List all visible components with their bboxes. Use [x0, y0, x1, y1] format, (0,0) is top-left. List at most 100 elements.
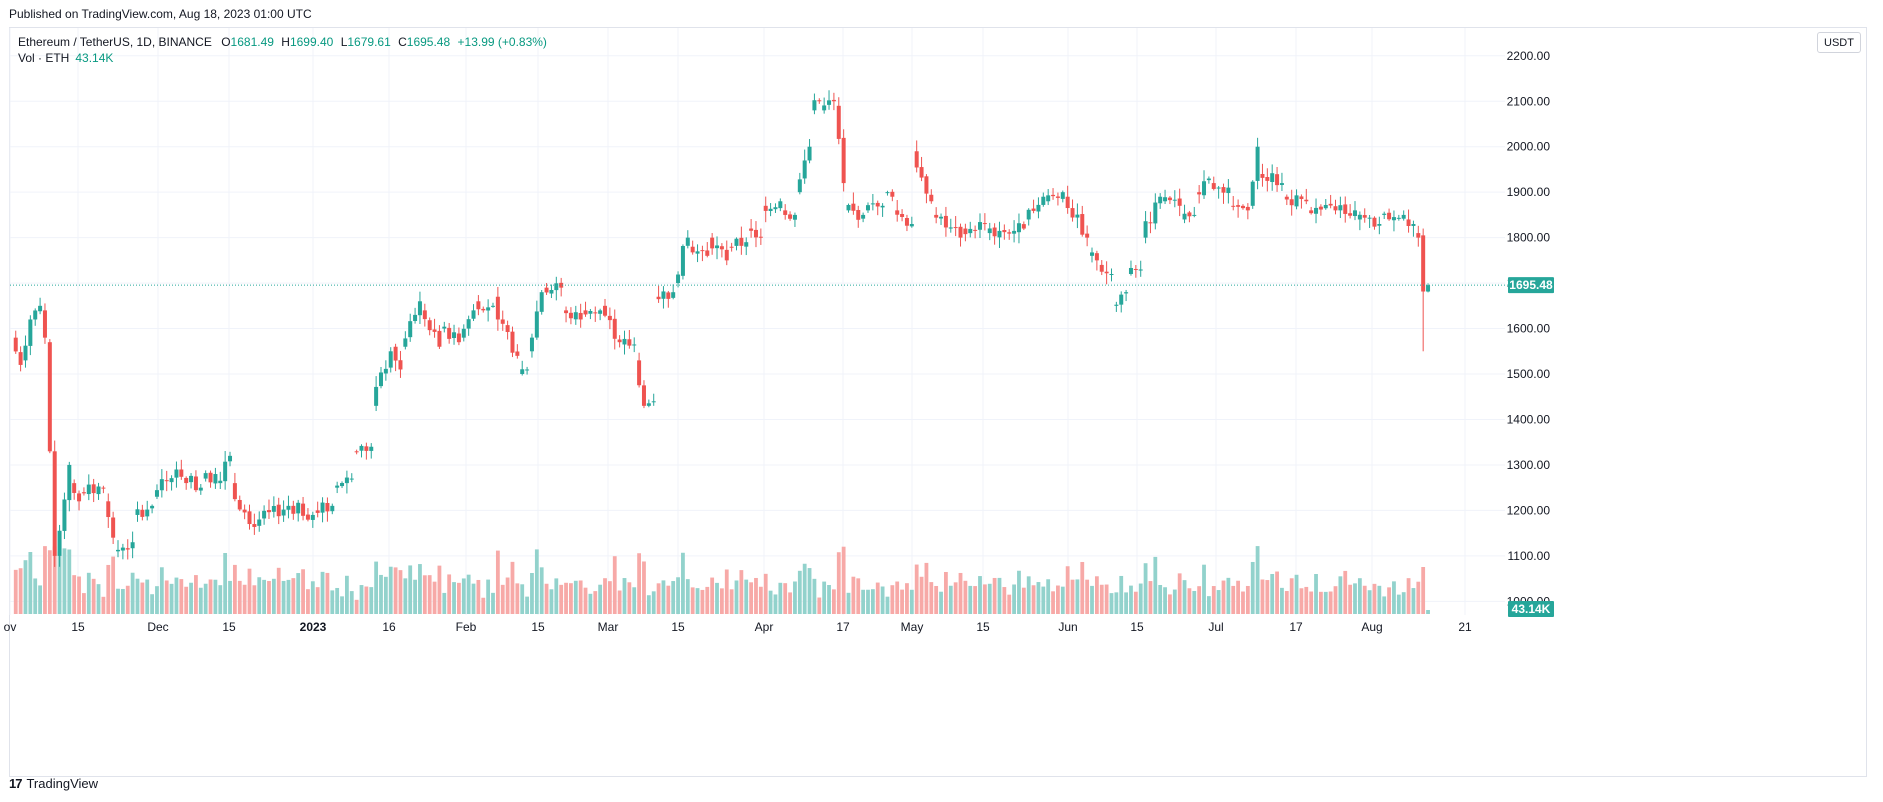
candle-body — [72, 483, 77, 493]
volume-bar — [52, 546, 57, 614]
candle-body — [193, 476, 198, 491]
volume-bar — [549, 589, 554, 614]
volume-bar — [218, 585, 223, 614]
volume-bar — [116, 588, 120, 614]
x-tick-label: 15 — [1130, 620, 1144, 634]
volume-bar — [1275, 571, 1279, 614]
candle-body — [1367, 217, 1372, 219]
candle-body — [228, 455, 233, 462]
candle-body — [1265, 177, 1270, 181]
candle-body — [1051, 194, 1056, 197]
volume-bar — [953, 582, 958, 614]
candle-body — [174, 469, 179, 478]
volume-bar — [539, 567, 544, 614]
volume-bar — [1372, 583, 1377, 614]
candle-body — [1396, 217, 1401, 219]
candle-body — [52, 451, 57, 556]
currency-button[interactable]: USDT — [1817, 32, 1861, 53]
candle-body — [481, 308, 486, 311]
volume-bar — [1051, 591, 1055, 614]
x-tick-label: 15 — [531, 620, 545, 634]
volume-bar — [1021, 587, 1026, 614]
candle-body — [276, 504, 281, 517]
candle-body — [797, 179, 802, 193]
volume-bar — [729, 589, 734, 614]
candle-body — [13, 337, 18, 352]
candle-body — [690, 246, 695, 253]
candle-body — [583, 310, 588, 315]
volume-bar — [340, 596, 344, 614]
candle-body — [856, 209, 861, 220]
volume-bar — [461, 578, 466, 614]
x-tick-label: 17 — [1289, 620, 1303, 634]
volume-bar — [700, 589, 705, 614]
candle-body — [885, 192, 890, 194]
candle-body — [817, 100, 822, 102]
volume-bar — [822, 581, 827, 614]
candle-body — [1080, 214, 1085, 235]
candle-body — [773, 207, 778, 210]
high-value: 1699.40 — [289, 35, 334, 49]
candle-body — [383, 368, 388, 374]
volume-bar — [413, 579, 417, 614]
x-tick-label: 21 — [1458, 620, 1472, 634]
candle-body — [968, 228, 973, 234]
volume-bar — [418, 564, 422, 614]
volume-bar — [1065, 566, 1070, 614]
candle-body — [510, 331, 515, 353]
volume-bar — [1299, 588, 1304, 614]
volume-bar — [18, 568, 23, 614]
candle-body — [1065, 196, 1070, 209]
candle-body — [617, 339, 622, 343]
candle-body — [1109, 274, 1114, 276]
candle-body — [291, 505, 296, 514]
volume-bar — [111, 556, 116, 614]
candle-body — [57, 530, 62, 556]
candle-body — [203, 473, 208, 479]
candle-body — [900, 214, 905, 217]
volume-bar — [1085, 579, 1090, 614]
candle-body — [393, 346, 398, 361]
volume-bar — [1158, 584, 1163, 614]
candle-body — [1299, 196, 1304, 200]
volume-bar — [744, 579, 749, 614]
volume-bar — [749, 582, 754, 614]
candle-body — [447, 327, 452, 339]
volume-bar — [637, 553, 641, 614]
volume-bar — [622, 578, 627, 614]
candle-body — [257, 519, 262, 526]
candle-body — [130, 542, 135, 549]
candle-body — [1012, 230, 1017, 234]
candle-body — [651, 401, 656, 403]
candle-body — [992, 227, 997, 237]
candle-body — [1085, 233, 1090, 238]
candle-body — [1002, 230, 1007, 233]
volume-bar — [1280, 587, 1284, 614]
candle-body — [963, 228, 968, 235]
candle-body — [1333, 206, 1338, 211]
volume-bar — [140, 582, 145, 614]
candle-body — [1192, 214, 1197, 216]
volume-bar — [354, 599, 359, 614]
volume-label[interactable]: Vol · ETH — [18, 51, 70, 65]
candle-body — [851, 203, 856, 211]
y-tick-label: 1900.00 — [1507, 185, 1551, 199]
candle-body — [437, 330, 442, 347]
symbol-title[interactable]: Ethereum / TetherUS, 1D, BINANCE — [18, 35, 212, 49]
candle-body — [461, 328, 466, 338]
candle-body — [1343, 204, 1348, 214]
volume-bar — [271, 578, 276, 614]
volume-bar — [452, 582, 456, 614]
candle-body — [301, 503, 306, 516]
candle-body — [1260, 173, 1265, 178]
candle-body — [680, 245, 685, 276]
candle-body — [627, 339, 632, 346]
candle-body — [534, 311, 539, 338]
volume-bar — [564, 582, 568, 614]
volume-bar — [1343, 570, 1348, 614]
candle-body — [1382, 213, 1387, 215]
candle-body — [1221, 187, 1226, 193]
volume-bar — [1012, 584, 1016, 614]
volume-bar — [569, 583, 573, 614]
